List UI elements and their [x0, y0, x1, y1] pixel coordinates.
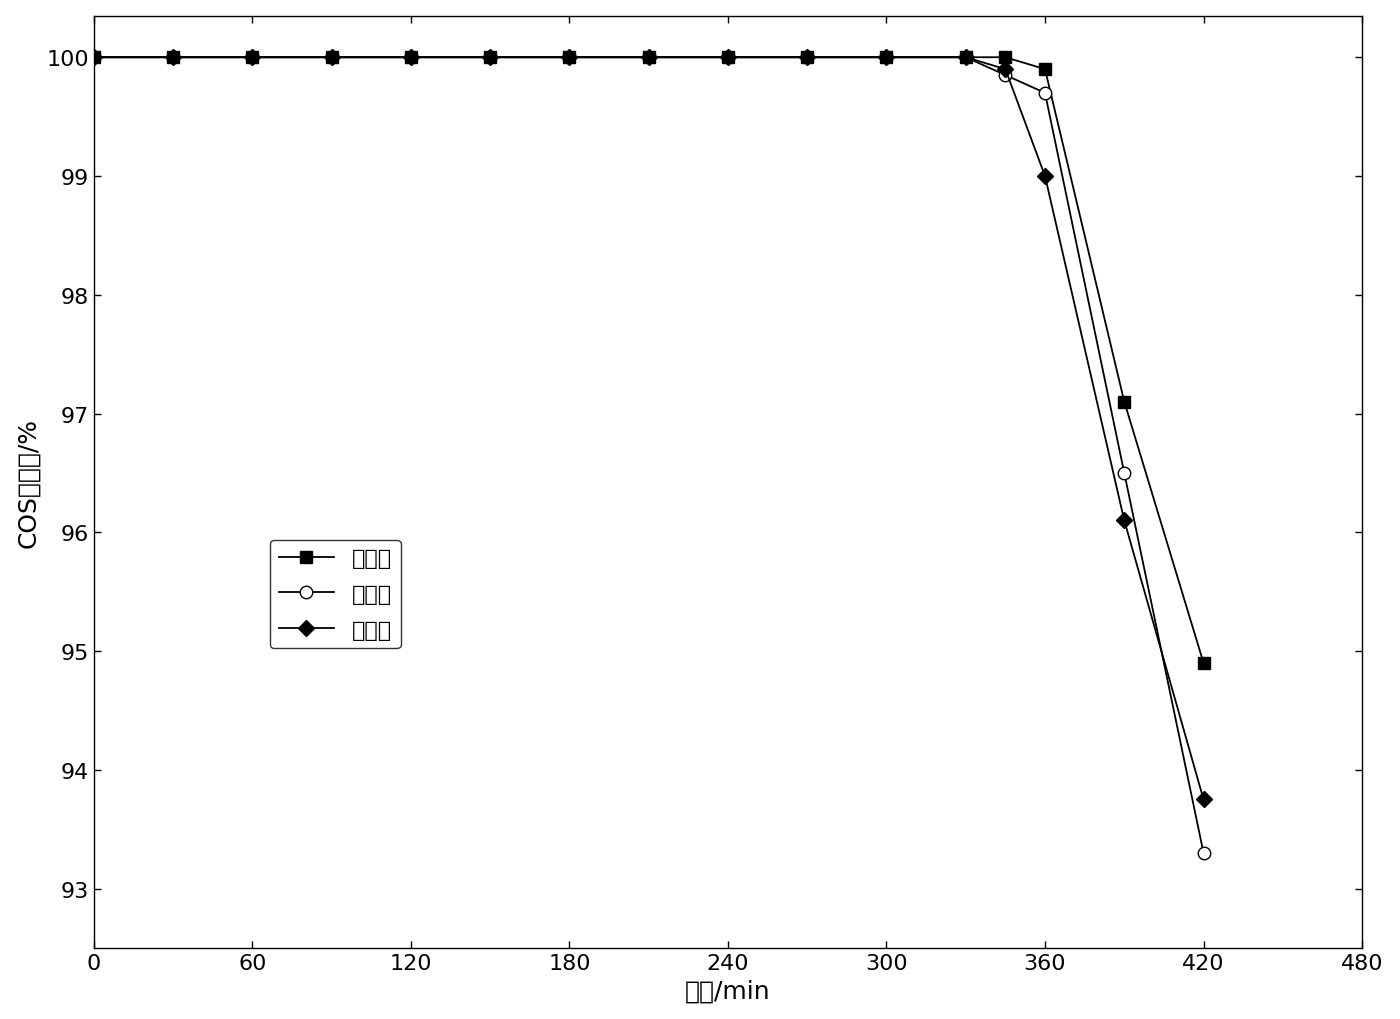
第一次: [997, 52, 1014, 64]
第二次: [244, 52, 260, 64]
第一次: [85, 52, 102, 64]
第二次: [1116, 468, 1133, 480]
第一次: [720, 52, 736, 64]
第三次: [165, 52, 182, 64]
第一次: [244, 52, 260, 64]
第二次: [720, 52, 736, 64]
Y-axis label: COS转化率/%: COS转化率/%: [17, 418, 41, 547]
第一次: [878, 52, 895, 64]
第二次: [402, 52, 419, 64]
第三次: [878, 52, 895, 64]
第一次: [561, 52, 578, 64]
第一次: [640, 52, 657, 64]
第二次: [878, 52, 895, 64]
X-axis label: 时间/min: 时间/min: [685, 978, 771, 1003]
第一次: [958, 52, 974, 64]
第三次: [1116, 515, 1133, 527]
第三次: [323, 52, 340, 64]
第一次: [1196, 657, 1212, 669]
Line: 第一次: 第一次: [87, 52, 1210, 669]
Line: 第二次: 第二次: [87, 52, 1210, 859]
第一次: [482, 52, 498, 64]
第三次: [561, 52, 578, 64]
第一次: [1116, 396, 1133, 409]
第三次: [1196, 794, 1212, 806]
第一次: [799, 52, 816, 64]
第二次: [958, 52, 974, 64]
第二次: [323, 52, 340, 64]
第三次: [997, 64, 1014, 76]
第二次: [482, 52, 498, 64]
第一次: [323, 52, 340, 64]
第二次: [1036, 88, 1053, 100]
第二次: [1196, 847, 1212, 859]
第三次: [958, 52, 974, 64]
第三次: [720, 52, 736, 64]
第一次: [1036, 64, 1053, 76]
第一次: [165, 52, 182, 64]
第三次: [402, 52, 419, 64]
第二次: [997, 70, 1014, 83]
第一次: [402, 52, 419, 64]
第三次: [85, 52, 102, 64]
Line: 第三次: 第三次: [88, 53, 1210, 805]
第二次: [85, 52, 102, 64]
Legend: 第一次, 第二次, 第三次: 第一次, 第二次, 第三次: [270, 540, 400, 649]
第二次: [640, 52, 657, 64]
第三次: [799, 52, 816, 64]
第二次: [165, 52, 182, 64]
第二次: [799, 52, 816, 64]
第二次: [561, 52, 578, 64]
第三次: [640, 52, 657, 64]
第三次: [482, 52, 498, 64]
第三次: [1036, 171, 1053, 183]
第三次: [244, 52, 260, 64]
